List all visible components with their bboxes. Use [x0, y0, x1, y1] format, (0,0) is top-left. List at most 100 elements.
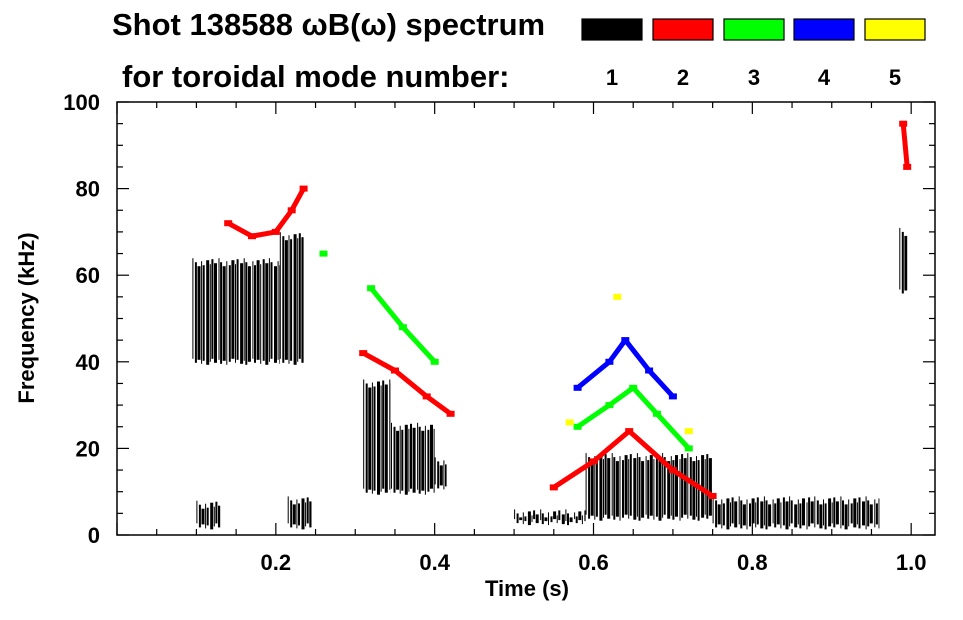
spectral-cell — [740, 500, 742, 528]
spectral-cell — [294, 234, 297, 365]
spectral-cell — [445, 464, 447, 486]
spectral-cell — [274, 266, 277, 363]
spectral-cell — [817, 500, 819, 524]
spectral-cell — [755, 502, 756, 527]
spectral-cell — [210, 503, 213, 530]
spectral-cell — [833, 497, 835, 527]
spectral-cell — [789, 496, 790, 526]
spectral-cell — [410, 424, 412, 489]
mode-3-trace — [578, 405, 610, 427]
spectral-cell — [870, 504, 873, 523]
spectral-cell — [808, 497, 810, 526]
mode-1-region — [899, 228, 907, 294]
spectral-cell — [692, 461, 695, 520]
spectral-cell — [752, 498, 755, 523]
y-tick-label: 40 — [76, 350, 100, 375]
spectral-cell — [260, 264, 261, 364]
spectral-cell — [646, 456, 647, 515]
spectral-cell — [199, 505, 201, 528]
mode-2-trace — [554, 461, 594, 487]
spectral-cell — [828, 498, 831, 526]
spectral-cell — [202, 509, 205, 525]
spectral-cell — [298, 503, 300, 525]
mode-4-point — [669, 393, 677, 399]
spectral-cell — [528, 511, 531, 525]
mode-2-trace — [276, 210, 292, 232]
spectral-cell — [633, 458, 636, 520]
mode-2-trace — [363, 353, 395, 370]
spectral-cell — [207, 508, 209, 526]
spectral-cell — [218, 506, 220, 528]
spectral-cell — [214, 263, 217, 363]
spectral-cell — [514, 509, 515, 519]
spectral-cell — [557, 515, 558, 523]
spectral-cell — [650, 455, 653, 516]
spectral-cell — [544, 517, 547, 521]
spectral-cell — [840, 496, 841, 528]
mode-1-region — [363, 380, 391, 495]
spectral-cell — [532, 515, 533, 522]
spectral-cell — [206, 260, 209, 365]
mode-1-region — [713, 496, 880, 529]
mode-1-region — [391, 423, 435, 495]
spectral-cell — [823, 499, 824, 525]
mode-1-region — [196, 501, 220, 530]
spectral-cell — [570, 517, 573, 522]
spectral-cell — [223, 266, 226, 361]
spectral-cell — [302, 498, 305, 529]
spectral-cell — [791, 500, 793, 523]
spectral-cell — [254, 265, 256, 363]
spectral-cell — [734, 501, 737, 527]
spectral-cell — [723, 503, 725, 525]
spectral-cell — [417, 423, 418, 490]
spectral-cell — [309, 501, 311, 527]
spectral-cell — [271, 262, 273, 359]
spectral-cell — [533, 510, 535, 519]
spectral-cell — [391, 423, 392, 489]
mode-2-trace — [292, 189, 304, 211]
spectral-cell — [435, 457, 436, 484]
spectral-cell — [706, 454, 708, 519]
spectral-cell — [625, 455, 628, 515]
spectral-cell — [777, 498, 780, 524]
spectral-cell — [603, 459, 604, 518]
spectral-cell — [301, 237, 303, 363]
spectral-cell — [713, 496, 714, 523]
y-tick-label: 60 — [76, 263, 100, 288]
spectral-cell — [219, 258, 220, 360]
plot-frame — [117, 102, 935, 535]
spectral-cell — [862, 501, 865, 525]
spectral-cell — [244, 258, 245, 361]
mode-2-point — [300, 186, 308, 192]
spectral-cell — [553, 511, 556, 519]
spectral-cell — [768, 504, 771, 526]
spectral-cell — [902, 232, 904, 294]
spectral-cell — [307, 497, 309, 523]
chart-title-line2: for toroidal mode number: — [122, 59, 510, 94]
spectral-cell — [257, 260, 260, 360]
spectral-cell — [299, 233, 301, 359]
legend-swatch-mode-4 — [794, 19, 854, 40]
spectral-cell — [252, 261, 253, 359]
spectral-cell — [726, 498, 729, 529]
spectral-cell — [289, 235, 290, 364]
spectral-cell — [647, 460, 649, 519]
spectral-cell — [540, 509, 541, 520]
legend-label-mode-2: 2 — [677, 65, 689, 90]
legend-swatch-mode-5 — [865, 19, 925, 40]
spectral-cell — [363, 380, 364, 489]
spectral-cell — [630, 454, 632, 516]
spectral-cell — [764, 496, 765, 525]
spectral-cell — [427, 430, 429, 492]
mode-3-point — [320, 251, 328, 257]
spectral-cell — [774, 503, 776, 527]
spectral-cell — [278, 261, 279, 360]
spectral-cell — [396, 431, 399, 490]
spectral-cell — [215, 502, 217, 524]
spectral-cell — [705, 459, 706, 515]
spectral-cell — [282, 236, 284, 363]
spectral-cell — [684, 458, 687, 515]
